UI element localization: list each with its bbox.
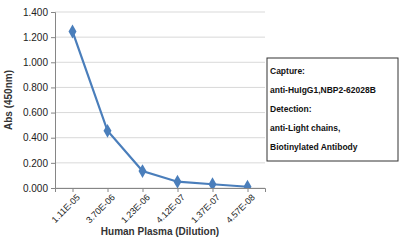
x-tick-label: 1.37E-07 bbox=[189, 192, 222, 225]
grid-line bbox=[55, 112, 265, 113]
y-tick: 1.200 bbox=[23, 32, 55, 43]
y-tick-mark bbox=[51, 37, 55, 38]
x-tick-mark bbox=[248, 188, 249, 192]
y-tick-label: 1.200 bbox=[23, 32, 48, 43]
y-tick-label: 0.000 bbox=[23, 183, 48, 194]
y-axis-line bbox=[51, 13, 56, 189]
y-tick: 0.400 bbox=[23, 132, 55, 143]
marker bbox=[139, 164, 147, 178]
grid-line bbox=[55, 12, 265, 13]
x-axis: 1.11E-053.70E-061.23E-064.12E-071.37E-07… bbox=[49, 188, 265, 225]
marker bbox=[174, 175, 182, 188]
y-tick-label: 1.000 bbox=[23, 57, 48, 68]
x-axis-line bbox=[56, 189, 266, 193]
grid-line bbox=[55, 87, 265, 88]
x-tick-label: 1.23E-06 bbox=[119, 192, 152, 225]
x-tick-mark bbox=[213, 188, 214, 192]
x-tick-mark bbox=[143, 188, 144, 192]
x-tick: 1.23E-06 bbox=[119, 188, 152, 225]
y-tick: 0.200 bbox=[23, 158, 55, 169]
annotation: Capture: bbox=[270, 66, 305, 76]
annotation: Detection: bbox=[270, 104, 312, 114]
plot: 0.000 0.200 0.400 0.600 0.800 1.000 1.200 1.400… bbox=[23, 7, 266, 226]
grid-line bbox=[55, 62, 265, 63]
y-tick: 0.800 bbox=[23, 82, 55, 93]
x-tick: 4.12E-07 bbox=[154, 188, 187, 225]
annotation-box: Capture: anti-HuIgG1,NBP2-62028B Detection… bbox=[267, 58, 398, 161]
x-tick-mark bbox=[178, 188, 179, 192]
grid-line bbox=[55, 137, 265, 138]
annotation: Biotinylated Antibody bbox=[270, 142, 358, 152]
marker bbox=[209, 177, 217, 188]
x-tick-mark bbox=[108, 188, 109, 192]
y-tick-mark bbox=[51, 12, 55, 13]
annotation: anti-HuIgG1,NBP2-62028B bbox=[270, 85, 376, 95]
x-tick-label: 4.12E-07 bbox=[154, 192, 187, 225]
line bbox=[73, 31, 248, 186]
y-tick-mark bbox=[51, 188, 55, 189]
x-tick: 4.57E-08 bbox=[224, 188, 257, 225]
y-tick-label: 0.200 bbox=[23, 158, 48, 169]
chart: 0.000 0.200 0.400 0.600 0.800 1.000 1.200 1.400… bbox=[0, 0, 400, 240]
y-tick-mark bbox=[51, 138, 55, 139]
marks bbox=[69, 25, 252, 188]
x-tick: 3.70E-06 bbox=[84, 188, 117, 225]
y-axis-title: Abs (450nm) bbox=[3, 70, 14, 130]
y-tick-label: 1.400 bbox=[23, 7, 48, 18]
x-axis-title: Human Plasma (Dilution) bbox=[101, 226, 219, 237]
y-tick: 0.600 bbox=[23, 107, 55, 118]
x-tick-label: 1.11E-05 bbox=[49, 192, 81, 224]
x-tick-label: 4.57E-08 bbox=[224, 192, 257, 225]
annotation-frame bbox=[267, 58, 398, 161]
y-tick-mark bbox=[51, 163, 55, 164]
x-tick-mark bbox=[73, 188, 74, 192]
x-tick: 1.11E-05 bbox=[49, 188, 81, 225]
grid bbox=[55, 12, 265, 188]
y-tick-label: 0.600 bbox=[23, 107, 48, 118]
grid-line bbox=[55, 37, 265, 38]
y-tick-mark bbox=[51, 113, 55, 114]
grid-line bbox=[55, 162, 265, 163]
marker bbox=[104, 124, 112, 138]
marker bbox=[69, 25, 77, 39]
marker bbox=[244, 180, 252, 188]
y-axis: 0.000 0.200 0.400 0.600 0.800 1.000 1.200 1.400 bbox=[23, 7, 56, 194]
y-tick-mark bbox=[51, 62, 55, 63]
y-tick-label: 0.400 bbox=[23, 132, 48, 143]
y-tick-mark bbox=[51, 87, 55, 88]
y-tick: 0.000 bbox=[23, 183, 55, 194]
x-tick-label: 3.70E-06 bbox=[84, 192, 117, 225]
y-tick: 1.400 bbox=[23, 7, 55, 18]
x-tick: 1.37E-07 bbox=[189, 188, 222, 225]
annotation: anti-Light chains, bbox=[270, 123, 340, 133]
y-tick-label: 0.800 bbox=[23, 82, 48, 93]
y-tick: 1.000 bbox=[23, 57, 55, 68]
